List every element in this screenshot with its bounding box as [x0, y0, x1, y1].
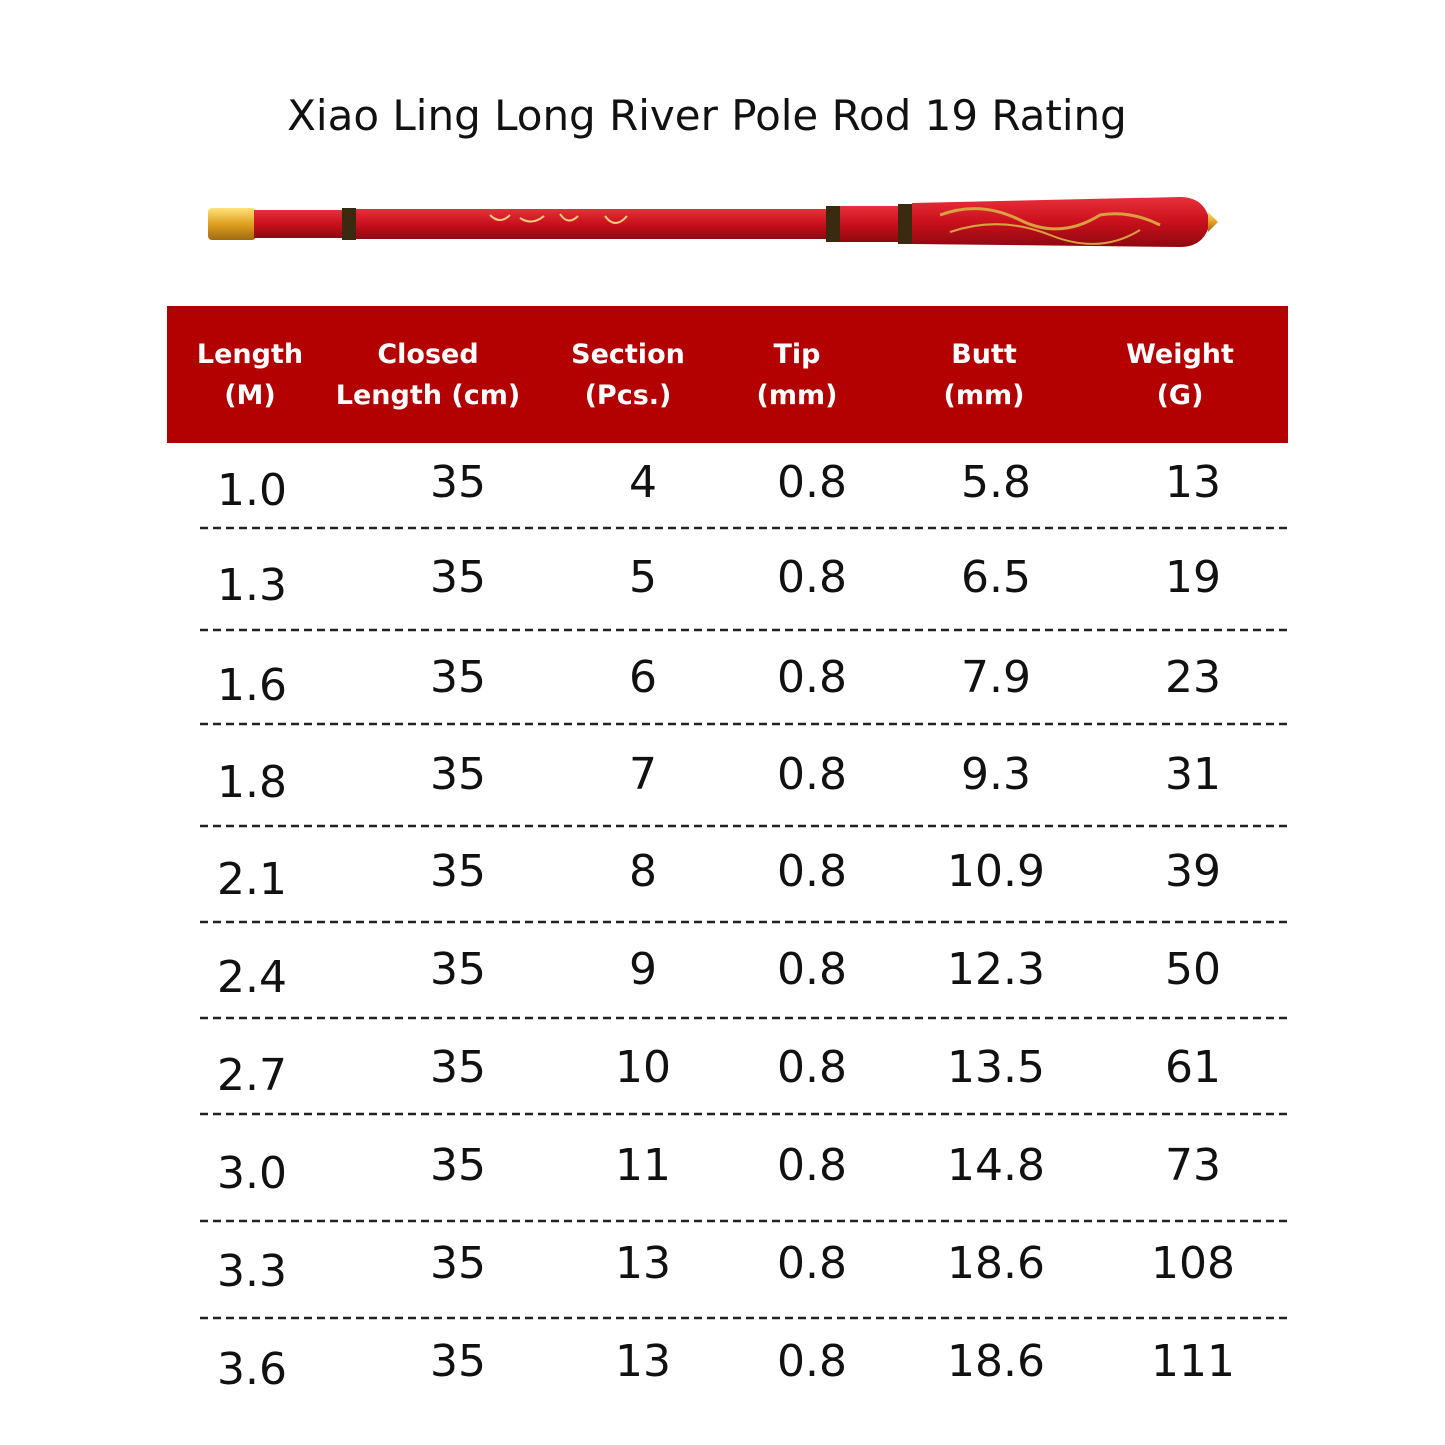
- cell: 35: [430, 457, 486, 508]
- cell: 18.6: [947, 1336, 1045, 1387]
- header-cell: Weight: [1126, 339, 1234, 370]
- cell: 0.8: [777, 1140, 847, 1191]
- cell: 13: [1165, 457, 1221, 508]
- cell: 39: [1165, 846, 1221, 897]
- cell: 2.7: [217, 1050, 287, 1101]
- cell: 13: [615, 1238, 671, 1289]
- cell: 111: [1151, 1336, 1235, 1387]
- cell: 1.8: [217, 757, 287, 808]
- cell: 19: [1165, 552, 1221, 603]
- cell: 6: [629, 652, 657, 703]
- cell: 0.8: [777, 846, 847, 897]
- cell: 13.5: [947, 1042, 1045, 1093]
- cell: 3.6: [217, 1344, 287, 1395]
- cell: 73: [1165, 1140, 1221, 1191]
- cell: 9.3: [961, 749, 1031, 800]
- header-cell: Tip: [774, 339, 821, 370]
- cell: 12.3: [947, 944, 1045, 995]
- header-cell: (G): [1157, 380, 1204, 411]
- cell: 1.3: [217, 560, 287, 611]
- cell: 35: [430, 1042, 486, 1093]
- cell: 2.4: [217, 952, 287, 1003]
- cell: 9: [629, 944, 657, 995]
- table: Length (M) Closed Length (cm) Section (Pcs.) T…: [197, 339, 1288, 1395]
- cell: 10.9: [947, 846, 1045, 897]
- cell: 13: [615, 1336, 671, 1387]
- cell: 0.8: [777, 552, 847, 603]
- header-cell: Butt: [951, 339, 1017, 370]
- cell: 61: [1165, 1042, 1221, 1093]
- cell: 35: [430, 944, 486, 995]
- cell: 5.8: [961, 457, 1031, 508]
- header-cell: (mm): [757, 380, 838, 411]
- cell: 1.6: [217, 660, 287, 711]
- cell: 35: [430, 1336, 486, 1387]
- cell: 35: [430, 1238, 486, 1289]
- header-band: [167, 306, 1288, 443]
- cell: 0.8: [777, 944, 847, 995]
- cell: 35: [430, 846, 486, 897]
- rod-image: [208, 197, 1218, 247]
- cell: 3.0: [217, 1148, 287, 1199]
- cell: 35: [430, 652, 486, 703]
- title: Xiao Ling Long River Pole Rod 19 Rating: [287, 91, 1127, 140]
- cell: 0.8: [777, 1238, 847, 1289]
- cell: 7.9: [961, 652, 1031, 703]
- cell: 4: [629, 457, 657, 508]
- cell: 0.8: [777, 749, 847, 800]
- header-cell: Length: [197, 339, 303, 370]
- cell: 8: [629, 846, 657, 897]
- cell: 0.8: [777, 652, 847, 703]
- header-cell: (mm): [944, 380, 1025, 411]
- header-cell: Length (cm): [336, 380, 520, 411]
- cell: 50: [1165, 944, 1221, 995]
- cell: 5: [629, 552, 657, 603]
- cell: 11: [615, 1140, 671, 1191]
- header-cell: (M): [224, 380, 276, 411]
- cell: 1.0: [217, 465, 287, 516]
- cell: 18.6: [947, 1238, 1045, 1289]
- header-cell: (Pcs.): [585, 380, 672, 411]
- cell: 0.8: [777, 1042, 847, 1093]
- cell: 6.5: [961, 552, 1031, 603]
- cell: 35: [430, 552, 486, 603]
- cell: 31: [1165, 749, 1221, 800]
- cell: 108: [1151, 1238, 1235, 1289]
- cell: 3.3: [217, 1246, 287, 1297]
- cell: 35: [430, 1140, 486, 1191]
- cell: 14.8: [947, 1140, 1045, 1191]
- header-cell: Section: [571, 339, 685, 370]
- cell: 2.1: [217, 854, 287, 905]
- cell: 0.8: [777, 1336, 847, 1387]
- cell: 10: [615, 1042, 671, 1093]
- cell: 0.8: [777, 457, 847, 508]
- cell: 35: [430, 749, 486, 800]
- cell: 7: [629, 749, 657, 800]
- header-cell: Closed: [377, 339, 478, 370]
- cell: 23: [1165, 652, 1221, 703]
